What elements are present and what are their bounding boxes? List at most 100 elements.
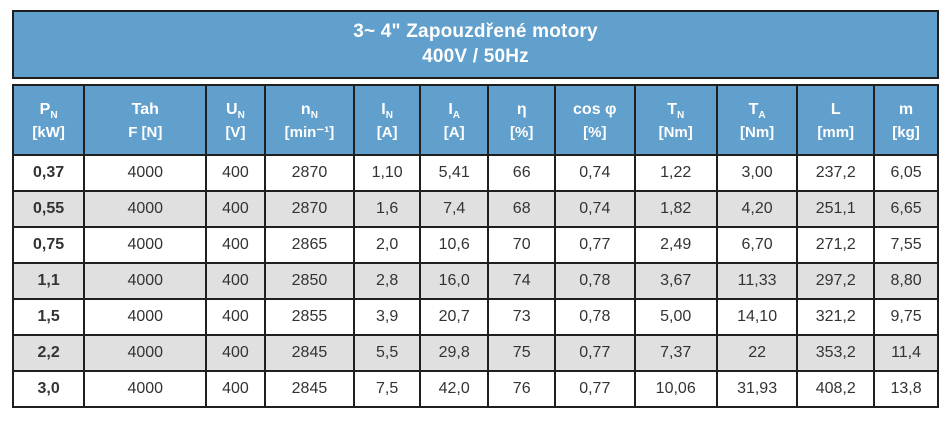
table-cell: 14,10	[715, 298, 799, 337]
table-cell: 4000	[83, 262, 208, 301]
table-cell: 13,8	[873, 370, 939, 409]
table-cell: 0,37	[11, 154, 86, 193]
table-title-line1: 3~ 4" Zapouzdřené motory	[353, 21, 598, 42]
table-cell: 73	[487, 298, 556, 337]
table-cell: 31,93	[715, 370, 799, 409]
table-cell: 9,75	[873, 298, 939, 337]
table-cell: 7,5	[353, 370, 421, 409]
table-cell: 4,20	[715, 190, 799, 229]
table-cell: 2870	[263, 190, 356, 229]
column-header-un: UN [V]	[205, 84, 266, 157]
table-cell: 7,55	[873, 226, 939, 265]
table-cell: 0,78	[554, 298, 636, 337]
table-cell: 8,80	[873, 262, 939, 301]
table-cell: 0,74	[554, 154, 636, 193]
table-cell: 2845	[263, 370, 356, 409]
table-cell: 70	[487, 226, 556, 265]
table-cell: 2850	[263, 262, 356, 301]
column-symbol: IN	[381, 100, 393, 121]
table-cell: 2,49	[633, 226, 718, 265]
column-unit: [kW]	[32, 124, 65, 142]
table-cell: 0,77	[554, 370, 636, 409]
column-unit: [min⁻¹]	[284, 124, 335, 142]
table-cell: 4000	[83, 370, 208, 409]
column-header-cosphi: cos φ [%]	[554, 84, 636, 157]
table-cell: 400	[205, 370, 266, 409]
table-cell: 74	[487, 262, 556, 301]
table-cell: 20,7	[418, 298, 490, 337]
column-header-nn: nN [min⁻¹]	[263, 84, 356, 157]
table-cell: 321,2	[796, 298, 876, 337]
table-cell: 408,2	[796, 370, 876, 409]
column-unit: [%]	[583, 124, 607, 142]
column-header-eta: η [%]	[487, 84, 556, 157]
table-cell: 22	[715, 334, 799, 373]
column-header-m: m [kg]	[873, 84, 939, 157]
column-subscript: A	[452, 109, 461, 121]
column-symbol: cos φ	[573, 100, 617, 118]
column-symbol: m	[898, 100, 914, 118]
table-cell: 2865	[263, 226, 356, 265]
column-subscript: N	[237, 109, 245, 121]
column-unit: [V]	[225, 124, 246, 142]
table-cell: 400	[205, 226, 266, 265]
table-cell: 4000	[83, 226, 208, 265]
table-row: 3,0 4000 400 2845 7,5 42,0 76 0,77 10,06…	[11, 370, 939, 409]
table-cell: 400	[205, 262, 266, 301]
table-cell: 1,82	[633, 190, 718, 229]
table-cell: 400	[205, 154, 266, 193]
table-cell: 6,05	[873, 154, 939, 193]
table-cell: 0,77	[554, 334, 636, 373]
table-cell: 75	[487, 334, 556, 373]
table-cell: 2870	[263, 154, 356, 193]
table-cell: 3,9	[353, 298, 421, 337]
column-unit: [A]	[443, 124, 465, 142]
column-unit: [A]	[376, 124, 398, 142]
table-cell: 7,4	[418, 190, 490, 229]
table-cell: 2,8	[353, 262, 421, 301]
table-cell: 400	[205, 190, 266, 229]
column-unit: [mm]	[817, 124, 855, 142]
table-cell: 4000	[83, 154, 208, 193]
column-symbol: TA	[748, 100, 766, 121]
table-cell: 1,5	[11, 298, 86, 337]
table-cell: 1,1	[11, 262, 86, 301]
table-title: 3~ 4" Zapouzdřené motory 400V / 50Hz	[12, 10, 939, 80]
column-unit: [Nm]	[740, 124, 775, 142]
column-symbol: IA	[448, 100, 461, 121]
table-cell: 0,75	[11, 226, 86, 265]
table-cell: 2,2	[11, 334, 86, 373]
column-subscript: A	[758, 109, 766, 121]
datasheet-table: 3~ 4" Zapouzdřené motory 400V / 50Hz PN …	[11, 10, 939, 409]
column-symbol: Tah	[131, 100, 159, 118]
table-cell: 4000	[83, 334, 208, 373]
table-cell: 68	[487, 190, 556, 229]
column-header-pn: PN [kW]	[11, 84, 86, 157]
column-header-tn: TN [Nm]	[633, 84, 718, 157]
table-cell: 4000	[83, 298, 208, 337]
table-cell: 42,0	[418, 370, 490, 409]
column-symbol: PN	[39, 100, 58, 121]
column-header-in: IN [A]	[353, 84, 421, 157]
column-header-l: L [mm]	[796, 84, 876, 157]
table-cell: 353,2	[796, 334, 876, 373]
table-cell: 66	[487, 154, 556, 193]
column-unit: F [N]	[128, 124, 163, 142]
table-cell: 400	[205, 334, 266, 373]
table-cell: 1,6	[353, 190, 421, 229]
table-cell: 10,06	[633, 370, 718, 409]
column-unit: [kg]	[892, 124, 920, 142]
table-cell: 2,0	[353, 226, 421, 265]
table-cell: 4000	[83, 190, 208, 229]
table-cell: 0,78	[554, 262, 636, 301]
table-cell: 400	[205, 298, 266, 337]
table-cell: 7,37	[633, 334, 718, 373]
table-cell: 10,6	[418, 226, 490, 265]
table-row: 1,1 4000 400 2850 2,8 16,0 74 0,78 3,67 …	[11, 262, 939, 301]
column-header-ia: IA [A]	[418, 84, 490, 157]
column-subscript: N	[385, 109, 393, 121]
table-cell: 1,10	[353, 154, 421, 193]
column-symbol: UN	[226, 100, 245, 121]
column-symbol: L	[830, 100, 841, 118]
table-cell: 5,00	[633, 298, 718, 337]
